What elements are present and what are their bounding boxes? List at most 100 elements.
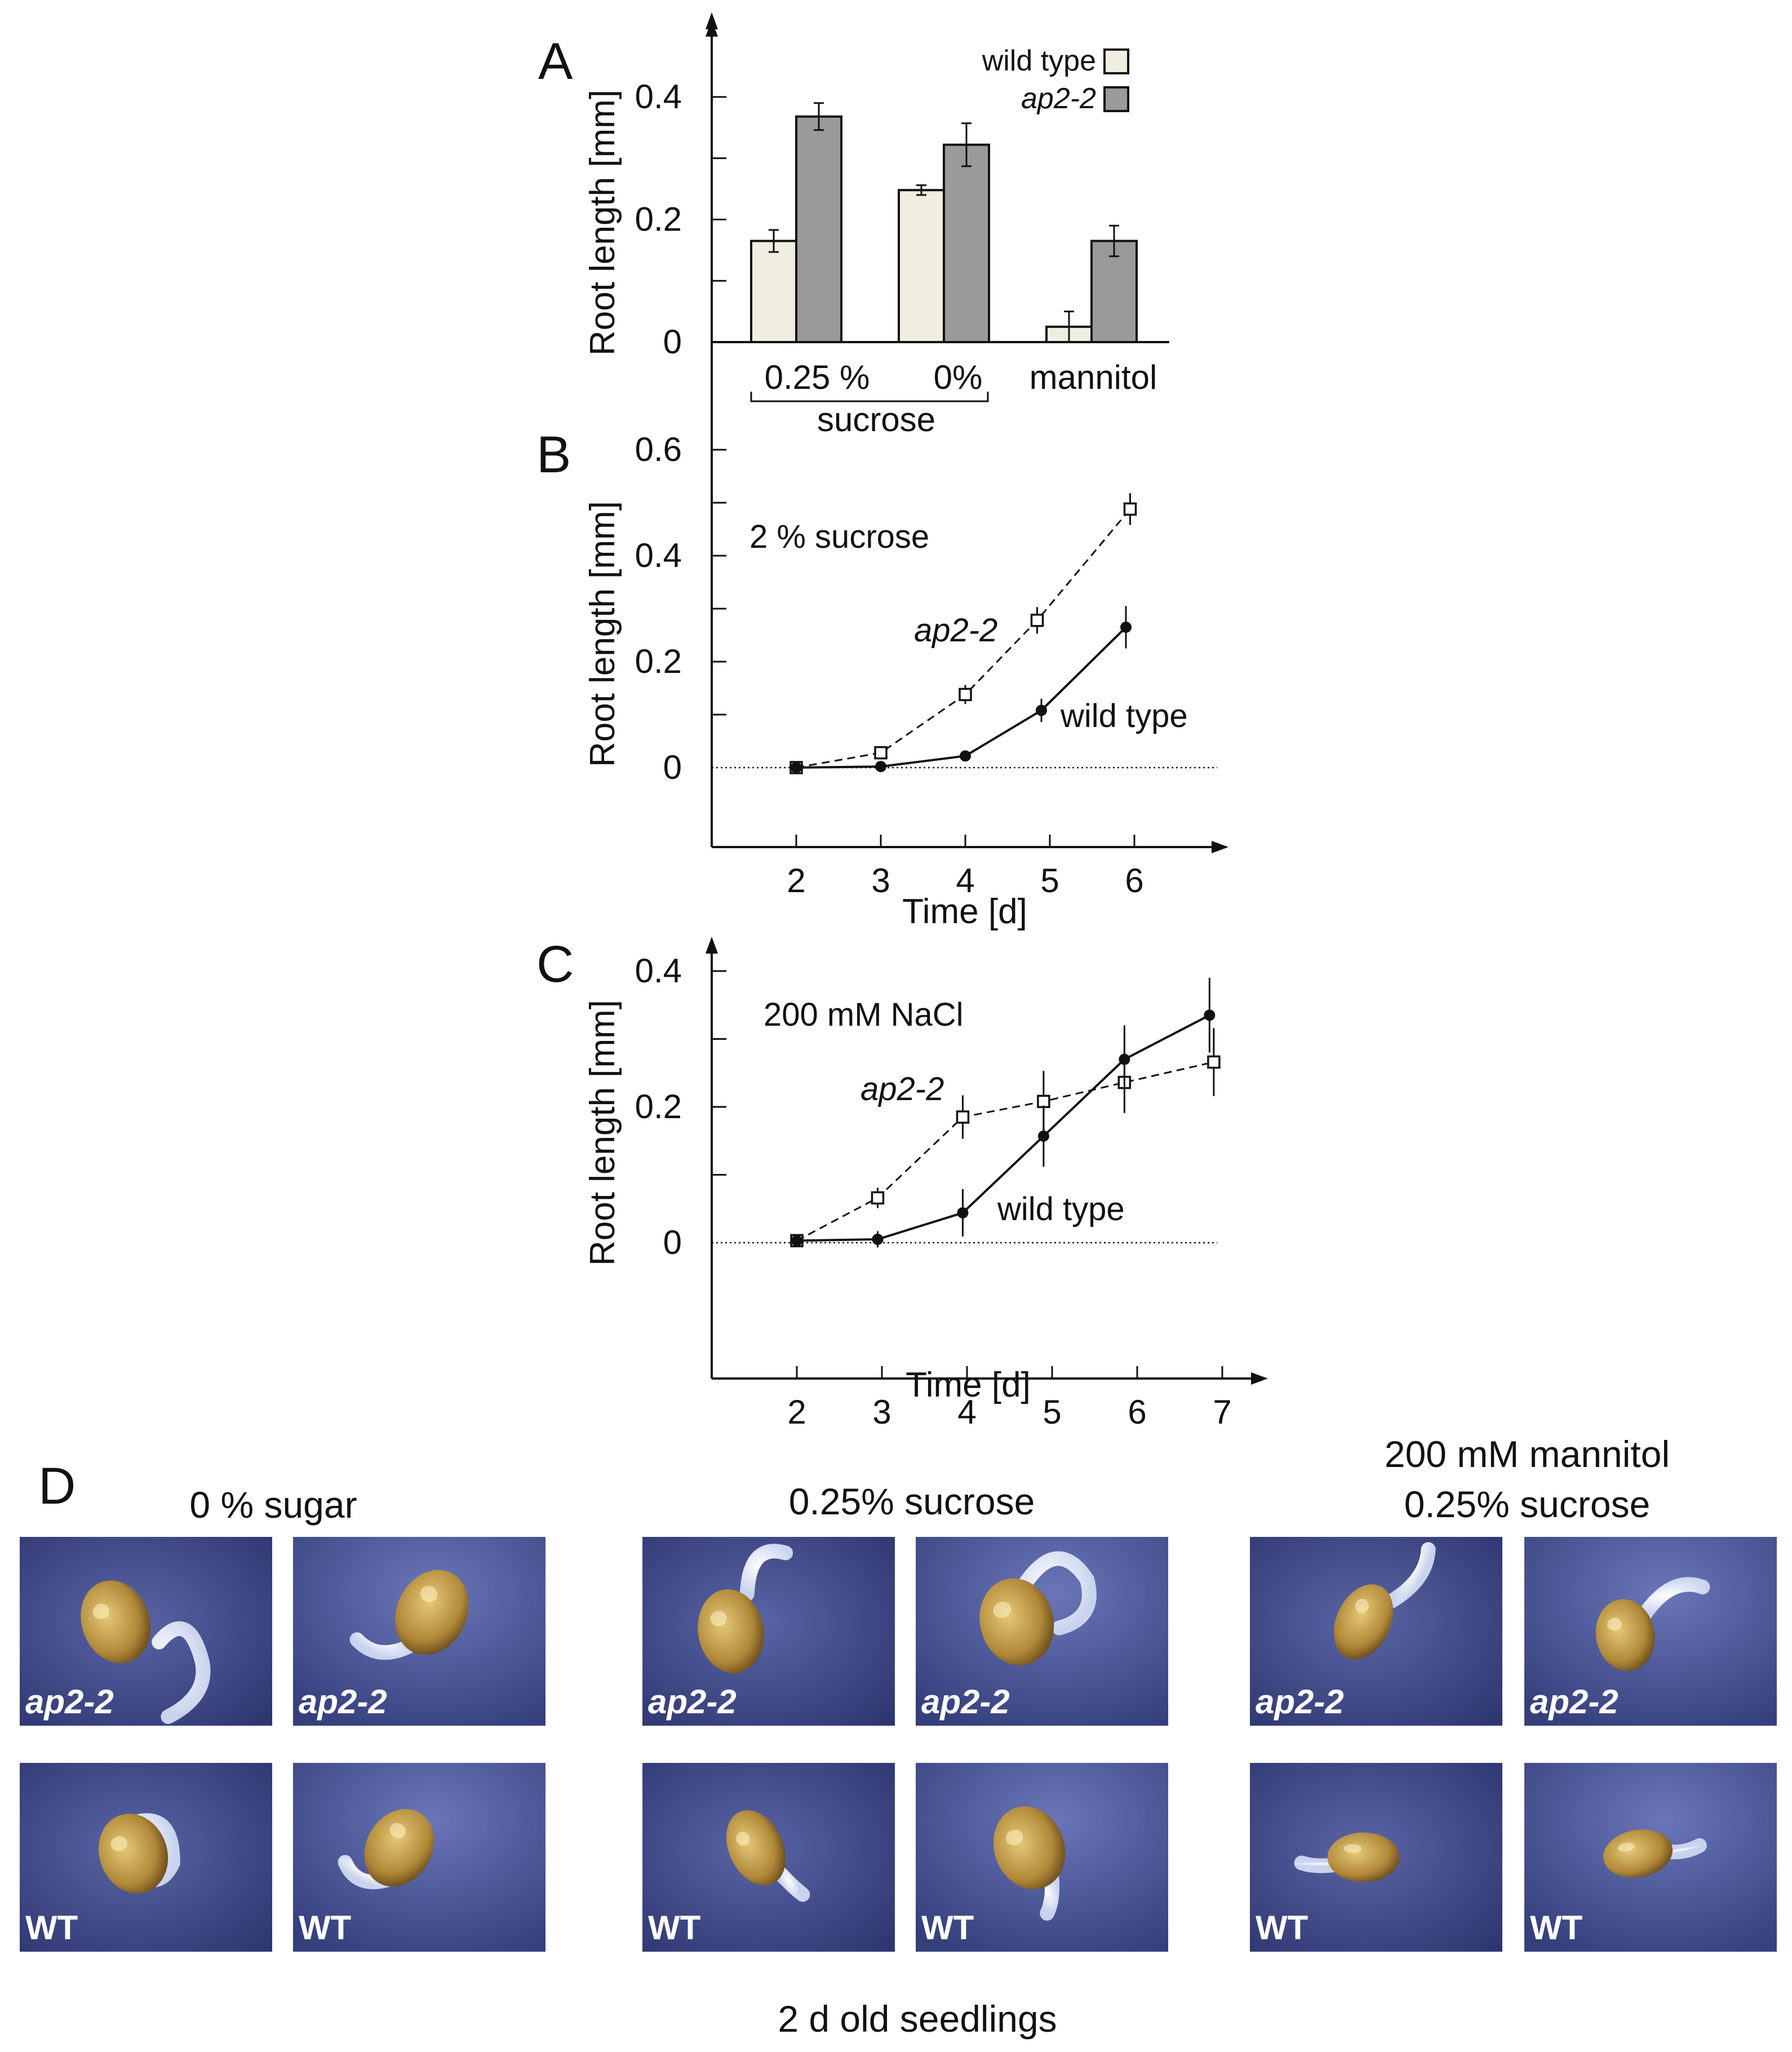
seedling xyxy=(1333,1542,1436,1660)
panel-a-letter: A xyxy=(538,33,573,90)
panel-b-wild-type-point xyxy=(960,750,971,762)
panel-c-x-arrow xyxy=(1251,1372,1268,1385)
seed-highlight xyxy=(1617,1842,1635,1852)
panel-b-letter: B xyxy=(536,426,571,484)
photo-label-wt: WT xyxy=(1256,1909,1308,1947)
panel-a-y-tick-label: 0.2 xyxy=(635,201,682,238)
photo-label-wt: WT xyxy=(648,1909,700,1947)
panel-c-wild-type-point xyxy=(791,1235,802,1247)
panel-b-ticks: 0 0.2 0.4 0.6 2 3 4 5 6 xyxy=(635,431,1144,899)
panel-b-x-tick-label: 5 xyxy=(1040,862,1059,899)
panel-c-wild-type-point xyxy=(872,1233,884,1245)
panel-b-ap2-2-point xyxy=(1030,613,1044,627)
legend-wild-type-label: wild type xyxy=(982,45,1096,77)
seed-coat xyxy=(1327,1832,1400,1882)
seedling xyxy=(1595,1577,1710,1671)
panel-b-ap2-2-label: ap2-2 xyxy=(914,612,997,649)
seedling-root xyxy=(152,1621,211,1725)
seed-highlight xyxy=(92,1603,110,1619)
bar-wild-type-1 xyxy=(898,189,945,343)
panel-c-x-tick-label: 5 xyxy=(1043,1393,1061,1431)
panel-a-y-tick-label: 0.4 xyxy=(635,78,682,116)
panel-b-x-arrow xyxy=(1212,841,1228,853)
panel-b-x-tick-label: 2 xyxy=(787,862,805,899)
panel-b-wild-type-point xyxy=(1036,704,1047,716)
panel-c-x-tick-label: 2 xyxy=(787,1393,806,1431)
photo-ap2-2: ap2-2 xyxy=(20,1537,272,1726)
panel-b-wild-type-point xyxy=(1120,621,1132,633)
photo-wild-type: WT xyxy=(1250,1763,1502,1952)
legend-ap2-2-label: ap2-2 xyxy=(1021,82,1096,115)
seed-highlight xyxy=(110,1836,127,1851)
panel-a-category-3: mannitol xyxy=(1030,358,1157,396)
seedling xyxy=(338,1809,434,1890)
photo-wild-type: WT xyxy=(916,1763,1168,1952)
seed-coat xyxy=(99,1814,168,1894)
legend-ap2-2-swatch xyxy=(1103,86,1129,112)
seedling xyxy=(698,1544,793,1674)
panel-c-x-tick-label: 4 xyxy=(957,1393,976,1431)
seed-coat xyxy=(364,1809,434,1887)
seed-highlight xyxy=(420,1586,438,1602)
panel-c-wild-type-point xyxy=(1204,1009,1216,1021)
panel-c-wild-type-point xyxy=(1119,1053,1130,1065)
seed-coat xyxy=(81,1580,151,1664)
panel-d-group-1-title: 0 % sugar xyxy=(189,1484,357,1526)
seedling xyxy=(1603,1829,1707,1878)
panel-c-x-tick-label: 6 xyxy=(1128,1393,1146,1431)
panel-b-x-tick-label: 3 xyxy=(871,862,890,899)
seed-highlight xyxy=(1005,1829,1023,1846)
panel-a-legend: wild type ap2-2 xyxy=(982,45,1129,115)
panel-b-y-tick-label: 0 xyxy=(663,748,682,786)
photo-label-ap2-2: ap2-2 xyxy=(1530,1683,1618,1721)
photo-wild-type: WT xyxy=(1524,1763,1777,1952)
photo-ap2-2: ap2-2 xyxy=(293,1537,545,1726)
panel-c-ap2-2-point xyxy=(956,1110,970,1124)
panel-d-group-3-subtitle: 0.25% sucrose xyxy=(1404,1483,1651,1525)
panel-a-y-label: Root length [mm] xyxy=(583,90,622,356)
seed-coat xyxy=(395,1570,469,1655)
panel-b-ap2-2-point xyxy=(874,746,888,760)
photo-label-ap2-2: ap2-2 xyxy=(1256,1683,1344,1721)
panel-c-series-ap2-2-line xyxy=(796,1061,1214,1242)
panel-a-y-tick-label: 0 xyxy=(663,323,682,361)
panel-b-y-arrow xyxy=(706,12,718,29)
photo-label-ap2-2: ap2-2 xyxy=(648,1683,737,1721)
panel-a-category-2: 0% xyxy=(934,358,983,396)
panel-c-ap2-2-point xyxy=(1207,1055,1221,1069)
seedling xyxy=(726,1810,810,1902)
panel-c-letter: C xyxy=(536,936,574,993)
seed-coat xyxy=(1333,1584,1394,1660)
panel-b-x-tick-label: 6 xyxy=(1125,862,1143,899)
panel-b-y-label: Root length [mm] xyxy=(583,501,622,767)
photo-ap2-2: ap2-2 xyxy=(916,1537,1168,1726)
panel-c-y-label: Root length [mm] xyxy=(583,1000,622,1266)
seedling xyxy=(81,1580,211,1725)
seed-highlight xyxy=(389,1823,406,1838)
photo-ap2-2: ap2-2 xyxy=(1250,1537,1502,1726)
panel-c-y-tick-label: 0.2 xyxy=(635,1088,682,1125)
panel-b-condition: 2 % sucrose xyxy=(749,518,929,555)
panel-c-axes xyxy=(706,937,1268,1385)
panel-b: B 0 0.2 0.4 0.6 2 3 4 5 6 Root length [mm] Time … xyxy=(536,12,1228,931)
panel-c-ap2-2-point xyxy=(871,1191,885,1205)
panel-c-condition: 200 mM NaCl xyxy=(764,996,964,1033)
legend-wild-type-swatch xyxy=(1103,48,1129,74)
panel-b-wild-type-label: wild type xyxy=(1060,698,1188,734)
photo-label-wt: WT xyxy=(299,1909,351,1947)
panel-a-category-1: 0.25 % xyxy=(765,358,870,396)
photo-background xyxy=(642,1537,895,1726)
seed-highlight xyxy=(993,1602,1012,1618)
panel-c-x-tick-label: 3 xyxy=(872,1393,891,1431)
photo-wild-type: WT xyxy=(642,1763,895,1952)
photo-label-wt: WT xyxy=(1530,1909,1582,1947)
photo-ap2-2: ap2-2 xyxy=(642,1537,895,1726)
panel-d: D 0 % sugar 0.25% sucrose 200 mM mannito… xyxy=(20,1433,1777,2040)
seedling-root xyxy=(773,1866,810,1902)
seed-highlight xyxy=(736,1832,750,1846)
panel-a-bars xyxy=(750,102,1138,344)
panel-c-y-tick-label: 0.4 xyxy=(635,952,682,990)
panel-c-x-label: Time [d] xyxy=(906,1366,1031,1404)
photo-ap2-2: ap2-2 xyxy=(1524,1537,1777,1726)
panel-c-x-tick-label: 7 xyxy=(1213,1393,1231,1431)
